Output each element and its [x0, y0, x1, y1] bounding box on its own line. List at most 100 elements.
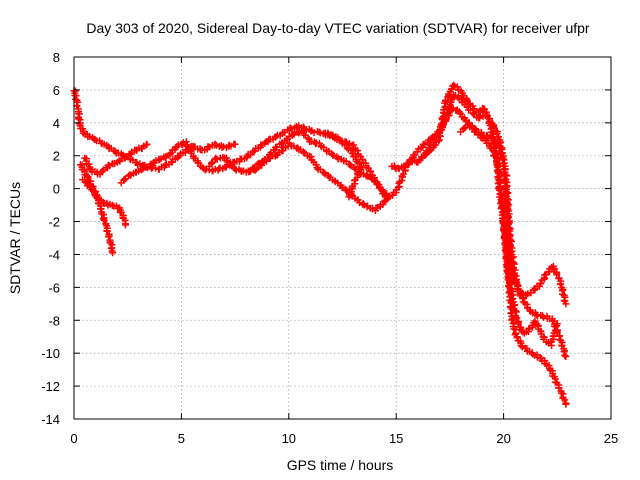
data-point: [540, 313, 548, 321]
data-points: [70, 81, 570, 408]
data-point: [391, 163, 399, 171]
data-point: [381, 193, 389, 201]
data-point: [325, 130, 333, 138]
data-point: [182, 138, 190, 146]
data-point: [320, 169, 328, 177]
x-axis-tick-labels: 0 5 10 15 20 25: [70, 431, 618, 446]
data-point: [537, 279, 545, 287]
data-point: [348, 185, 356, 193]
data-point: [561, 351, 569, 359]
series-track-f: [205, 139, 392, 215]
y-tick-label: 0: [53, 182, 60, 197]
series-track-h: [321, 129, 365, 201]
data-point: [519, 298, 527, 306]
y-tick-label: -8: [48, 313, 60, 328]
data-point: [122, 221, 130, 229]
series-track-k: [457, 120, 561, 350]
data-point: [83, 171, 91, 179]
x-tick-label: 10: [282, 431, 296, 446]
data-point: [161, 161, 169, 169]
data-point: [498, 198, 506, 206]
y-tick-label: 6: [53, 83, 60, 98]
data-point: [536, 353, 544, 361]
data-point: [489, 133, 497, 141]
data-point: [508, 265, 516, 273]
data-point: [138, 166, 146, 174]
data-point: [355, 199, 363, 207]
data-point: [562, 352, 570, 360]
grid-lines: [74, 57, 611, 419]
data-point: [498, 204, 506, 212]
plot-frame: [73, 56, 612, 420]
data-point: [330, 151, 338, 159]
data-point: [493, 161, 501, 169]
data-point: [496, 184, 504, 192]
data-point: [435, 137, 443, 145]
data-point: [343, 144, 351, 152]
data-point: [488, 132, 496, 140]
data-point: [299, 148, 307, 156]
data-point: [512, 313, 520, 321]
y-tick-label: 4: [53, 116, 60, 131]
data-point: [494, 169, 502, 177]
data-point: [345, 193, 353, 201]
data-point: [477, 133, 485, 141]
data-point: [347, 146, 355, 154]
data-point: [358, 156, 366, 164]
data-point: [179, 139, 187, 147]
y-tick-label: -10: [41, 346, 60, 361]
y-tick-label: -14: [41, 412, 60, 427]
y-tick-label: -2: [48, 215, 60, 230]
data-point: [211, 140, 219, 148]
data-point: [450, 81, 458, 89]
x-tick-label: 20: [496, 431, 510, 446]
axis-ticks: [73, 56, 612, 420]
data-point: [99, 215, 107, 223]
y-tick-label: -6: [48, 280, 60, 295]
data-point: [482, 111, 490, 119]
data-point: [562, 300, 570, 308]
series-track-c: [79, 176, 130, 229]
data-point: [304, 134, 312, 142]
data-point: [99, 198, 107, 206]
y-axis-tick-labels: -14 -12 -10 -8 -6 -4 -2 0 2 4 6 8: [41, 50, 60, 427]
data-point: [497, 179, 505, 187]
data-point: [357, 166, 365, 174]
y-axis-label: SDTVAR / TECUs: [7, 182, 23, 294]
data-point: [517, 342, 525, 350]
x-tick-label: 5: [178, 431, 185, 446]
data-point: [553, 320, 561, 328]
y-tick-label: 8: [53, 50, 60, 65]
x-tick-label: 15: [389, 431, 403, 446]
data-point: [364, 173, 372, 181]
data-point: [561, 396, 569, 404]
data-point: [359, 200, 367, 208]
y-tick-label: -12: [41, 379, 60, 394]
data-point: [363, 171, 371, 179]
x-axis-label: GPS time / hours: [287, 457, 394, 473]
data-point: [105, 233, 113, 241]
data-point: [505, 274, 513, 282]
data-point: [81, 178, 89, 186]
data-point: [91, 136, 99, 144]
data-point: [556, 281, 564, 289]
data-point: [373, 180, 381, 188]
data-point: [121, 154, 129, 162]
data-point: [109, 249, 117, 257]
data-point: [213, 155, 221, 163]
data-point: [183, 142, 191, 150]
series-track-d: [81, 140, 151, 178]
y-tick-label: -4: [48, 247, 60, 262]
data-point: [562, 400, 570, 408]
data-point: [501, 166, 509, 174]
data-point: [143, 140, 151, 148]
data-point: [315, 128, 323, 136]
data-point: [463, 97, 471, 105]
data-point: [231, 140, 239, 148]
x-tick-label: 25: [604, 431, 618, 446]
data-point: [223, 157, 231, 165]
data-point: [541, 271, 549, 279]
x-tick-label: 0: [70, 431, 77, 446]
data-point: [75, 115, 83, 123]
